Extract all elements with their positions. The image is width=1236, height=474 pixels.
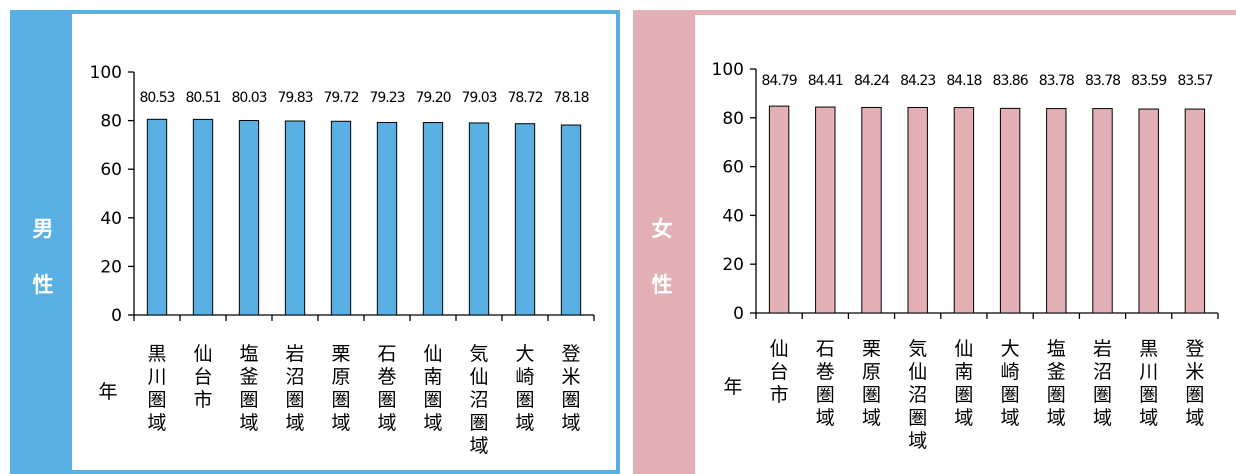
y-axis-label: 年 xyxy=(98,381,117,403)
bar xyxy=(1184,108,1206,314)
category-label: 黒川圏域 xyxy=(147,343,166,434)
bar xyxy=(1138,108,1159,314)
female-bar-chart: 0 20 40 60 80 100 84.79 仙台市 84.41 石巻圏域 84.24 栗原圏域 84… xyxy=(712,60,1219,452)
bar xyxy=(861,106,882,314)
female-chart-panel: 女 性 0 20 40 60 80 100 84.79 仙台市 84.41 石巻圏域 84.24 栗原… xyxy=(633,10,1236,474)
category-label: 気仙沼圏域 xyxy=(908,338,927,452)
y-tick-label: 100 xyxy=(712,60,744,80)
bar xyxy=(330,120,352,316)
category-label: 石巻圏域 xyxy=(377,343,396,434)
bar xyxy=(238,120,260,316)
data-label: 80.51 xyxy=(185,90,220,106)
data-label: 79.03 xyxy=(461,90,496,106)
bar xyxy=(815,106,836,314)
y-tick-label: 60 xyxy=(100,160,122,180)
y-tick-label: 100 xyxy=(90,63,122,83)
category-label: 岩沼圏域 xyxy=(285,343,304,434)
category-label: 仙台市 xyxy=(193,343,212,411)
data-label: 78.72 xyxy=(507,90,542,106)
bar xyxy=(907,106,928,314)
category-label: 仙南圏域 xyxy=(954,338,973,429)
category-label: 登米圏域 xyxy=(1185,338,1204,429)
bar xyxy=(768,105,790,314)
bar xyxy=(1046,108,1067,314)
category-label: 石巻圏域 xyxy=(816,338,835,429)
bar xyxy=(146,118,168,316)
bar xyxy=(514,123,536,316)
y-tick-label: 0 xyxy=(111,306,122,326)
bar xyxy=(284,120,306,316)
data-label: 78.18 xyxy=(553,90,588,106)
data-label: 84.18 xyxy=(946,73,981,89)
side-label-char-1: 男 xyxy=(32,217,54,241)
male-side-strip: 男 性 xyxy=(14,14,72,470)
male-plot-area: 0 20 40 60 80 100 80.53 黒川圏域 80.51 仙台市 80.03 塩釜圏域 79… xyxy=(72,14,616,470)
female-plot-area: 0 20 40 60 80 100 84.79 仙台市 84.41 石巻圏域 84.24 栗原圏域 84… xyxy=(695,10,1236,474)
category-label: 仙台市 xyxy=(770,338,789,406)
category-label: 気仙沼圏域 xyxy=(469,343,488,457)
y-tick-label: 40 xyxy=(100,209,122,229)
y-tick-label: 20 xyxy=(722,255,744,275)
data-label: 79.72 xyxy=(323,90,358,106)
data-label: 80.53 xyxy=(139,90,174,106)
male-chart-panel: 男 性 0 20 40 60 80 100 80.53 黒川圏域 80.51 仙台市 80.03 塩釜… xyxy=(10,10,620,474)
y-axis-label: 年 xyxy=(723,376,742,398)
category-label: 黒川圏域 xyxy=(1139,338,1158,429)
bar xyxy=(376,121,398,316)
data-label: 84.79 xyxy=(762,73,797,89)
category-label: 大崎圏域 xyxy=(1001,338,1020,429)
side-label-char-2: 性 xyxy=(651,273,673,297)
data-label: 84.23 xyxy=(900,73,935,89)
bar xyxy=(1092,108,1113,314)
category-label: 登米圏域 xyxy=(561,343,580,434)
bar xyxy=(192,118,214,316)
data-label: 83.78 xyxy=(1085,73,1120,89)
data-label: 83.57 xyxy=(1177,73,1212,89)
data-label: 83.86 xyxy=(993,73,1029,89)
side-label-char-2: 性 xyxy=(32,273,54,297)
category-label: 塩釜圏域 xyxy=(1047,338,1066,429)
category-label: 大崎圏域 xyxy=(515,343,534,434)
data-label: 83.78 xyxy=(1039,73,1074,89)
y-tick-label: 0 xyxy=(733,304,744,324)
category-label: 仙南圏域 xyxy=(423,343,442,434)
y-tick-label: 80 xyxy=(100,112,122,132)
bar xyxy=(953,107,975,314)
category-label: 栗原圏域 xyxy=(331,343,350,434)
bar xyxy=(999,107,1021,314)
female-side-strip: 女 性 xyxy=(633,10,691,474)
y-tick-label: 60 xyxy=(722,158,744,178)
data-label: 79.23 xyxy=(369,90,404,106)
y-tick-label: 40 xyxy=(722,206,744,226)
side-label-char-1: 女 xyxy=(651,217,673,241)
category-label: 岩沼圏域 xyxy=(1093,338,1112,429)
data-label: 80.03 xyxy=(231,90,266,106)
y-tick-label: 20 xyxy=(100,257,122,277)
y-tick-label: 80 xyxy=(722,109,744,129)
data-label: 79.20 xyxy=(415,90,450,106)
category-label: 栗原圏域 xyxy=(862,338,881,429)
data-label: 84.24 xyxy=(854,73,890,89)
bar xyxy=(468,122,490,316)
data-label: 84.41 xyxy=(808,73,843,89)
male-bar-chart: 0 20 40 60 80 100 80.53 黒川圏域 80.51 仙台市 80.03 塩釜圏域 79… xyxy=(90,63,595,457)
bar xyxy=(560,124,582,316)
data-label: 79.83 xyxy=(277,90,312,106)
data-label: 83.59 xyxy=(1131,73,1166,89)
bar xyxy=(422,122,444,316)
category-label: 塩釜圏域 xyxy=(239,343,258,434)
